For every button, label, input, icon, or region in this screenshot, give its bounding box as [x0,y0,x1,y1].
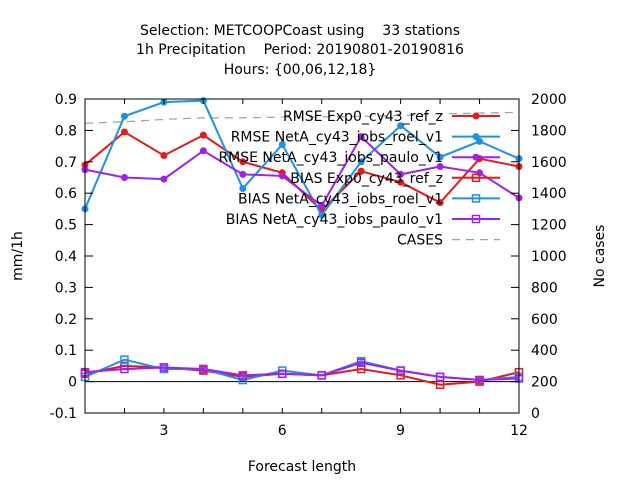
data-point [160,175,168,183]
y-tick-label: 0.3 [55,280,77,296]
data-point [357,133,365,141]
y-tick-label: 0.7 [55,155,77,171]
series-line [84,358,520,382]
data-point [357,158,365,166]
data-point [436,153,444,161]
y-tick-label: -0.1 [50,406,77,422]
y2-tick-label: 1000 [531,249,567,265]
y2-tick-label: 2000 [531,92,567,108]
series-1 [81,97,523,219]
data-point [471,194,481,203]
data-point [199,147,207,155]
data-point [476,137,484,145]
series-6 [84,111,520,124]
y-tick-label: 0.2 [55,312,77,328]
legend-label: RMSE NetA_cy43_iobs_roel_v1 [231,130,443,146]
data-point [435,380,445,389]
cases-series [84,111,520,124]
data-point [435,372,445,382]
chart-title: Selection: METCOOPCoast using 33 station… [136,23,464,78]
data-point [239,158,247,166]
data-point [472,112,480,120]
chart-title-line-2: 1h Precipitation Period: 20190801-201908… [136,42,464,58]
data-point [396,371,405,380]
y2-tick-label: 400 [531,343,558,359]
data-point [120,355,129,364]
y2-tick-label: 200 [531,375,558,391]
y2-axis-label: No cases [592,225,608,288]
data-point [239,170,247,178]
series-line [84,361,520,382]
data-point [278,172,286,180]
legend-label: BIAS NetA_cy43_iobs_paulo_v1 [226,212,443,228]
legend-label: BIAS Exp0_cy43_ref_z [290,171,443,187]
legend-label: BIAS NetA_cy43_iobs_roel_v1 [238,191,443,207]
chart-title-line-3: Hours: {00,06,12,18} [224,62,377,78]
data-point [278,141,286,149]
y-tick-label: 0.6 [55,186,77,202]
data-point [436,199,444,207]
data-point [396,366,405,375]
chart-title-line-1: Selection: METCOOPCoast using 33 station… [140,23,460,39]
series-line [84,111,520,124]
y-tick-label: 0 [68,375,77,391]
y-tick-label: 0.1 [55,343,77,359]
data-point [356,358,366,368]
axes: -0.1 0 0.1 0.2 0.3 0.4 0.5 0.6 0.7 0.8 0.9 0 200 400 6… [50,92,567,439]
data-point [397,170,405,178]
data-point [471,214,481,224]
data-point [120,174,128,181]
data-point [318,202,326,210]
data-point [278,369,287,378]
y-tick-label: 0.9 [55,92,77,108]
y2-tick-label: 600 [531,312,558,328]
data-point [199,131,207,139]
y-tick-label: 0.5 [55,218,77,234]
y2-tick-label: 800 [531,280,558,296]
data-point [120,128,128,136]
y2-tick-label: 1400 [531,186,567,202]
x-tick-label: 6 [278,423,287,439]
x-tick-label: 3 [159,423,168,439]
data-point [238,375,248,385]
data-point [436,163,444,171]
x-tick-label: 9 [396,423,405,439]
x-tick-label: 12 [510,423,528,439]
data-point [397,178,405,186]
data-point [159,363,169,372]
legend-label: RMSE NetA_cy43_iobs_paulo_v1 [218,150,443,166]
series-5 [80,358,524,385]
data-point [397,122,405,130]
legend: RMSE Exp0_cy43_ref_z RMSE NetA_cy43_iobs_… [218,109,500,249]
data-point [475,375,484,385]
data-point [472,153,480,161]
data-point [238,371,248,380]
data-point [471,173,481,183]
y-axis-label: mm/1h [10,231,26,281]
data-point [472,133,480,141]
series-4 [80,355,524,385]
data-point [120,112,128,120]
data-point [357,167,365,175]
data-point [120,364,129,374]
data-point [199,364,208,374]
series-line [84,135,520,208]
data-point [239,184,247,192]
legend-label: CASES [397,233,443,249]
y2-tick-label: 1600 [531,155,567,171]
x-axis-label: Forecast length [248,459,356,475]
data-point [317,371,326,380]
y-tick-label: 0.4 [55,249,77,265]
y2-tick-label: 1200 [531,218,567,234]
y2-tick-label: 1800 [531,123,567,139]
data-point [318,211,326,219]
data-point [160,152,168,160]
y2-tick-label: 0 [531,406,540,422]
series-line [84,99,520,218]
legend-label: RMSE Exp0_cy43_ref_z [283,109,443,125]
y-tick-label: 0.8 [55,123,77,139]
